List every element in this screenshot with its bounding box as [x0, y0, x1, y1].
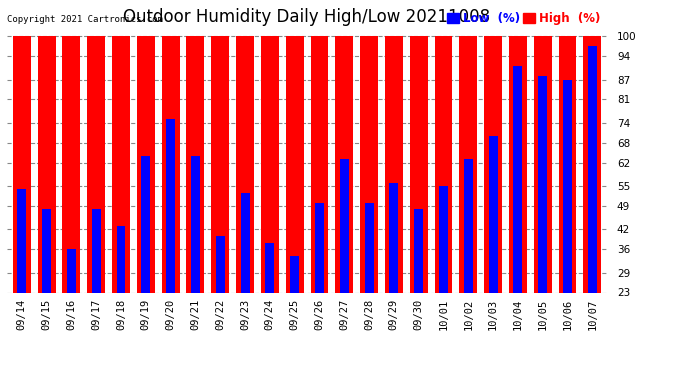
Bar — [385, 36, 403, 369]
Bar — [112, 36, 130, 369]
Bar — [216, 236, 225, 369]
Bar — [290, 256, 299, 369]
Bar — [117, 226, 126, 369]
Bar — [42, 209, 51, 369]
Bar — [236, 36, 254, 369]
Bar — [559, 36, 576, 369]
Bar — [186, 36, 204, 369]
Bar — [166, 120, 175, 369]
Bar — [335, 36, 353, 369]
Legend: Low  (%), High  (%): Low (%), High (%) — [446, 11, 601, 26]
Bar — [141, 156, 150, 369]
Bar — [489, 136, 497, 369]
Bar — [339, 159, 348, 369]
Bar — [191, 156, 200, 369]
Bar — [261, 36, 279, 369]
Bar — [414, 209, 423, 369]
Bar — [310, 36, 328, 369]
Text: Copyright 2021 Cartronics.com: Copyright 2021 Cartronics.com — [7, 15, 163, 24]
Bar — [588, 46, 597, 369]
Bar — [137, 36, 155, 369]
Bar — [211, 36, 229, 369]
Bar — [360, 36, 378, 369]
Bar — [63, 36, 80, 369]
Bar — [464, 159, 473, 369]
Bar — [161, 36, 179, 369]
Title: Outdoor Humidity Daily High/Low 20211008: Outdoor Humidity Daily High/Low 20211008 — [124, 8, 491, 26]
Bar — [509, 36, 527, 369]
Bar — [13, 36, 31, 369]
Bar — [87, 36, 105, 369]
Bar — [410, 36, 428, 369]
Bar — [484, 36, 502, 369]
Bar — [315, 202, 324, 369]
Bar — [17, 189, 26, 369]
Bar — [435, 36, 453, 369]
Bar — [563, 80, 572, 369]
Bar — [38, 36, 55, 369]
Bar — [67, 249, 76, 369]
Bar — [266, 243, 275, 369]
Bar — [513, 66, 522, 369]
Bar — [439, 186, 448, 369]
Bar — [538, 76, 547, 369]
Bar — [92, 209, 101, 369]
Bar — [286, 36, 304, 369]
Bar — [241, 193, 250, 369]
Bar — [583, 36, 601, 369]
Bar — [389, 183, 398, 369]
Bar — [534, 36, 551, 369]
Bar — [460, 36, 477, 369]
Bar — [364, 202, 373, 369]
